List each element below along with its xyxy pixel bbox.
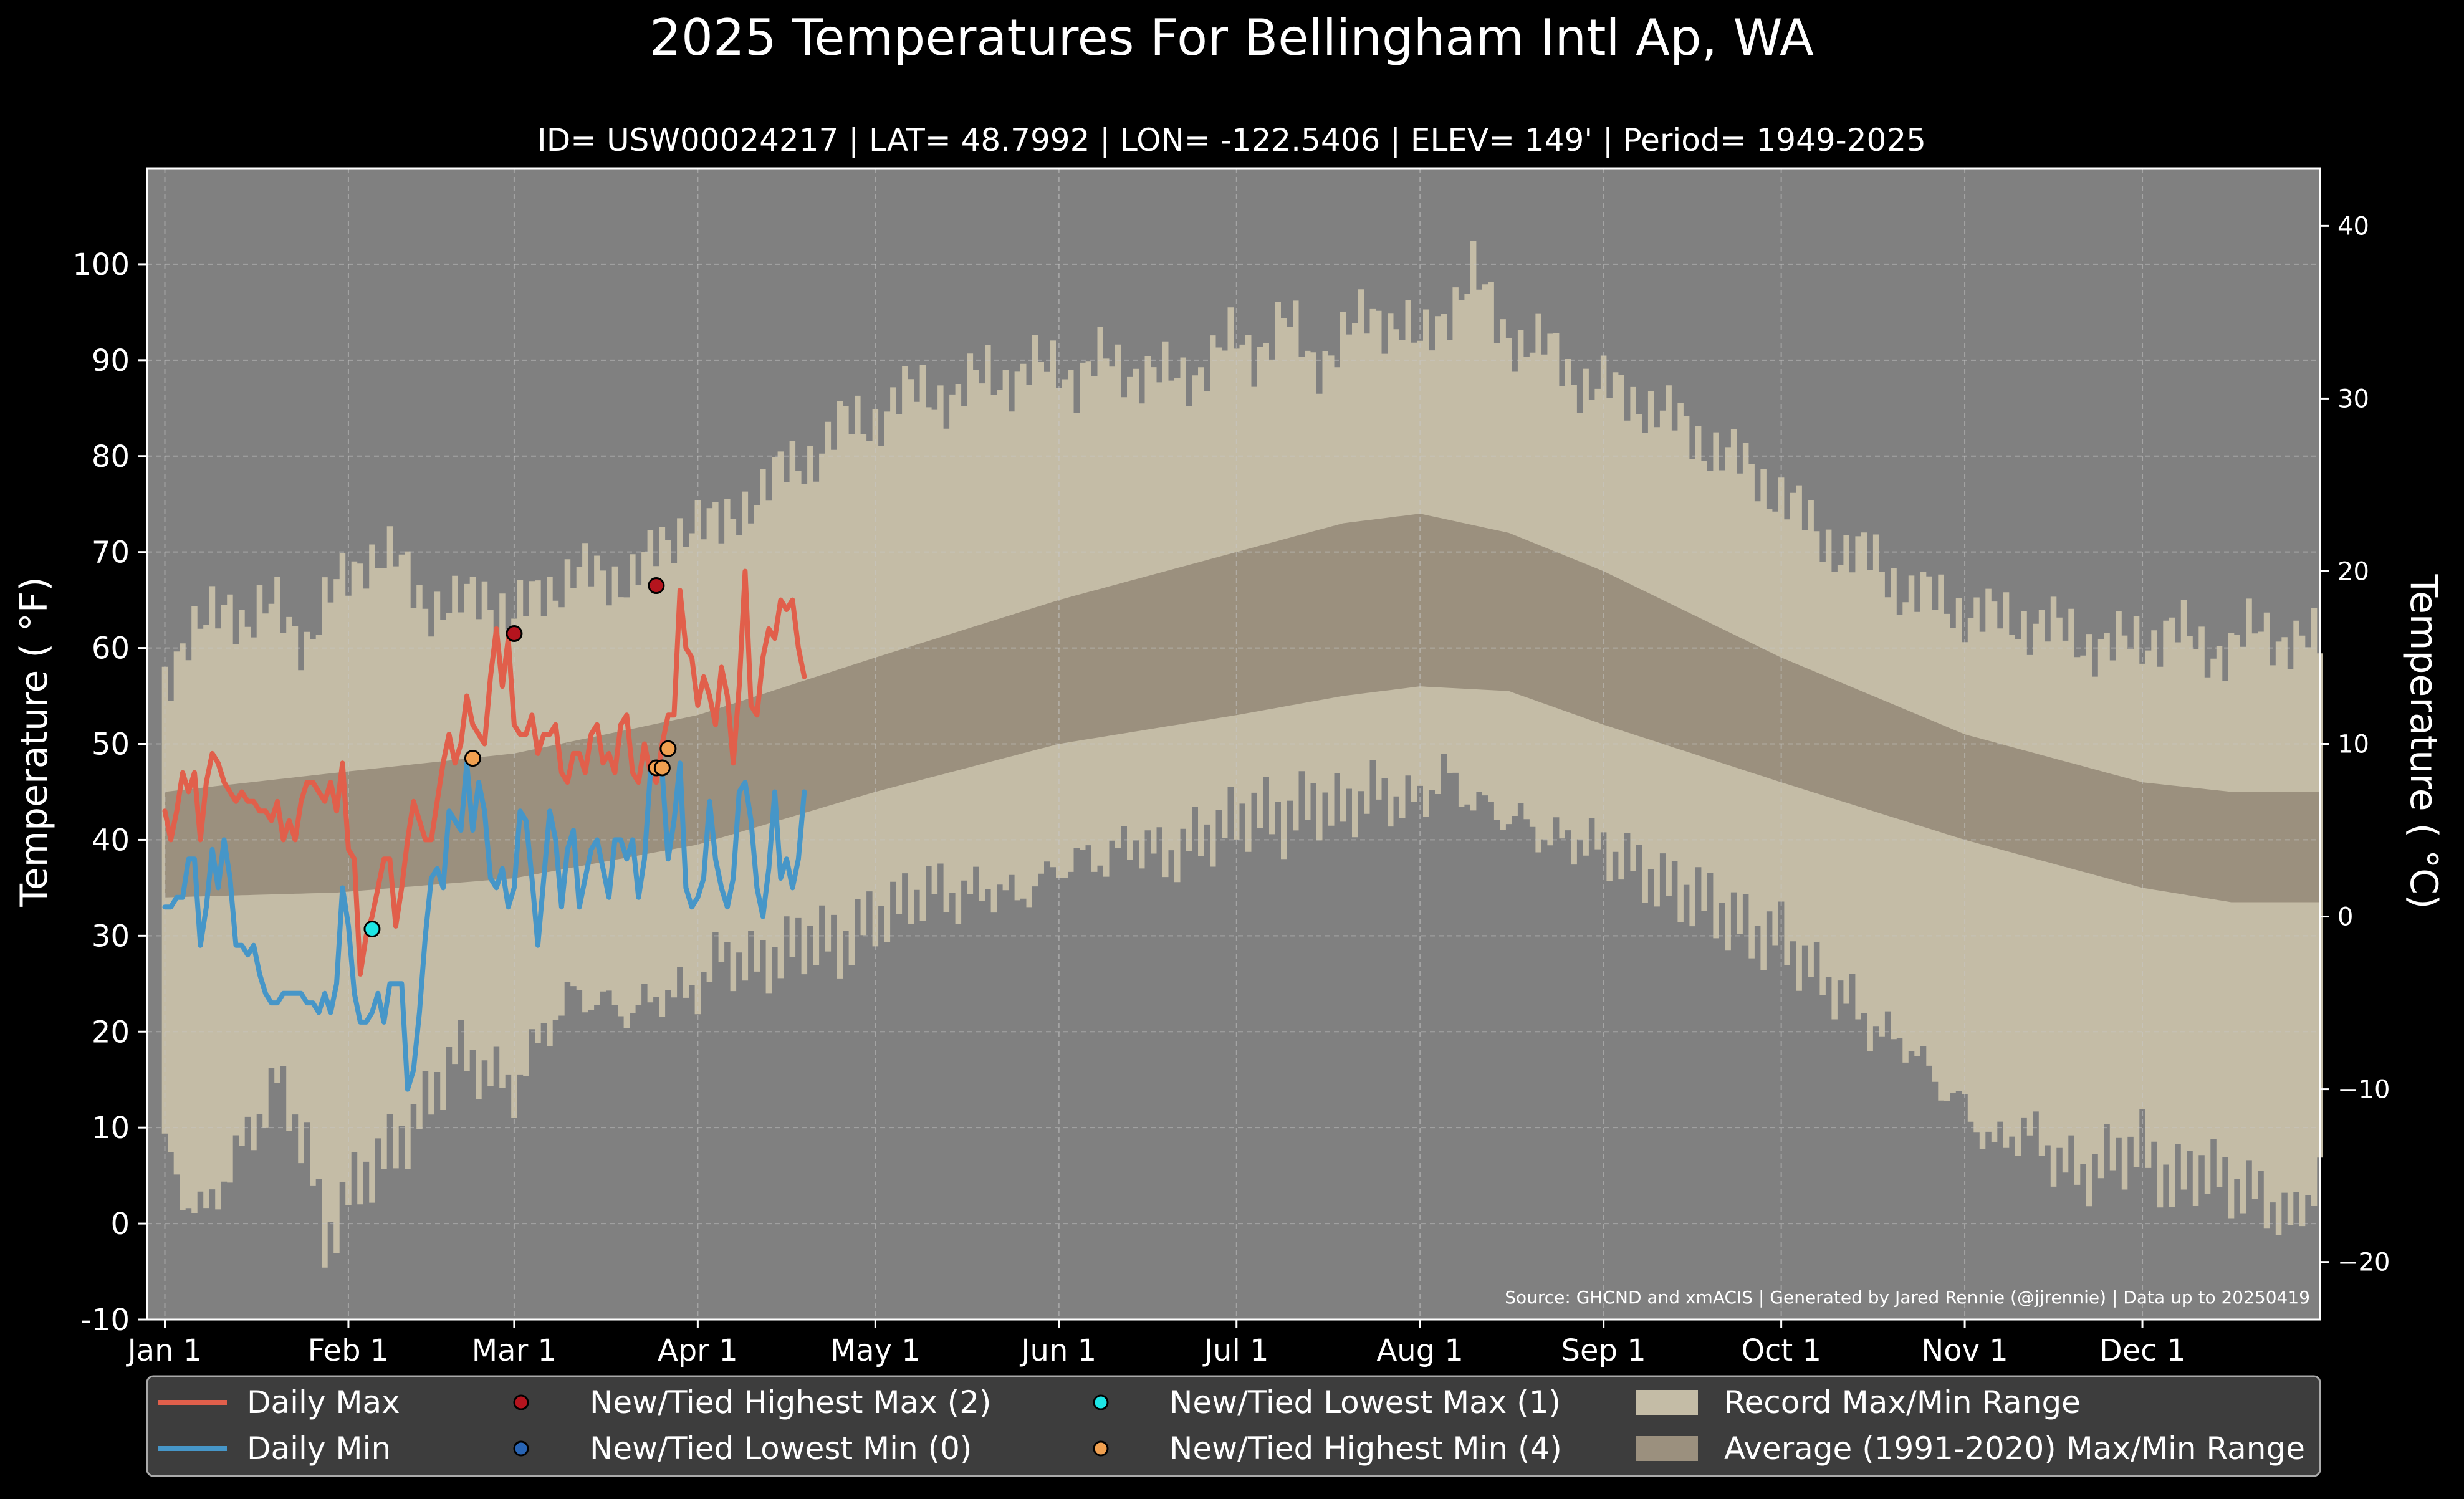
x-tick-label: Jun 1 [1019,1333,1096,1368]
x-tick-label: Feb 1 [308,1333,390,1368]
x-tick-label: Nov 1 [1921,1333,2008,1368]
legend-dot-swatch [513,1394,529,1410]
x-tick-label: Apr 1 [658,1333,738,1368]
daily-max-line [162,568,807,977]
x-tick-label: Jul 1 [1202,1333,1269,1368]
record-marker [464,750,481,767]
y-right-tick-label: −10 [2337,1076,2390,1104]
plot-area [147,168,2323,1320]
legend-patch-swatch [1636,1390,1698,1415]
x-tick-label: Oct 1 [1741,1333,1821,1368]
record-marker [648,577,665,595]
legend-label: New/Tied Lowest Min (0) [590,1430,972,1467]
legend-box [146,1375,2321,1477]
legend-label: Daily Max [247,1384,400,1420]
y-axis-label-left: Temperature ( °F) [12,577,56,908]
y-tick-label: 90 [92,343,130,378]
axes: -10 0 10 20 30 40 50 60 70 80 90 100 −20 −10 0 10 20 30 40… [72,167,2390,1368]
legend-label: New/Tied Lowest Max (1) [1169,1384,1561,1420]
x-tick-label: Jan 1 [126,1333,203,1368]
legend: Daily Max Daily Min New/Tied Highest Max (… [146,1375,2321,1477]
legend-dot-swatch [1093,1440,1109,1457]
y-tick-label: 60 [92,631,130,666]
legend-label: New/Tied Highest Min (4) [1169,1430,1562,1467]
x-tick-label: Sep 1 [1561,1333,1646,1368]
y-axis-label-right: Temperature ( °C) [2402,574,2445,909]
legend-label: Record Max/Min Range [1724,1384,2081,1420]
y-tick-label: -10 [81,1303,130,1338]
daily-min-line [162,760,807,1092]
y-tick-label: 10 [92,1111,130,1146]
y-right-tick-label: 30 [2337,385,2369,413]
legend-patch-swatch [1636,1436,1698,1461]
y-tick-label: 0 [110,1207,130,1242]
record-marker [653,759,671,777]
x-tick-label: Dec 1 [2099,1333,2186,1368]
y-right-tick-label: 0 [2337,903,2353,932]
record-marker [506,625,523,642]
y-right-tick-label: −20 [2337,1248,2390,1277]
chart-subtitle: ID= USW00024217 | LAT= 48.7992 | LON= -1… [537,122,1926,158]
source-note: Source: GHCND and xmACIS | Generated by … [1505,1287,2310,1308]
legend-label: Average (1991-2020) Max/Min Range [1724,1430,2305,1467]
legend-dot-swatch [1093,1394,1109,1410]
record-marker [659,740,677,757]
y-right-tick-label: 10 [2337,730,2369,759]
y-right-tick-label: 20 [2337,557,2369,586]
y-tick-label: 80 [92,439,130,474]
x-tick-label: May 1 [830,1333,921,1368]
chart-title: 2025 Temperatures For Bellingham Intl Ap… [650,9,1814,67]
record-marker [363,921,381,938]
y-right-tick-label: 40 [2337,212,2369,241]
y-tick-label: 30 [92,919,130,954]
y-tick-label: 50 [92,727,130,762]
x-tick-label: Aug 1 [1376,1333,1464,1368]
record-range-band [161,241,2323,1268]
y-tick-label: 20 [92,1015,130,1050]
legend-label: Daily Min [247,1430,391,1467]
y-tick-label: 40 [92,823,130,858]
legend-dot-swatch [513,1440,529,1457]
x-tick-label: Mar 1 [472,1333,557,1368]
y-tick-label: 100 [72,247,130,282]
legend-label: New/Tied Highest Max (2) [590,1384,992,1420]
normal-range-band [165,514,2320,903]
y-tick-label: 70 [92,535,130,570]
